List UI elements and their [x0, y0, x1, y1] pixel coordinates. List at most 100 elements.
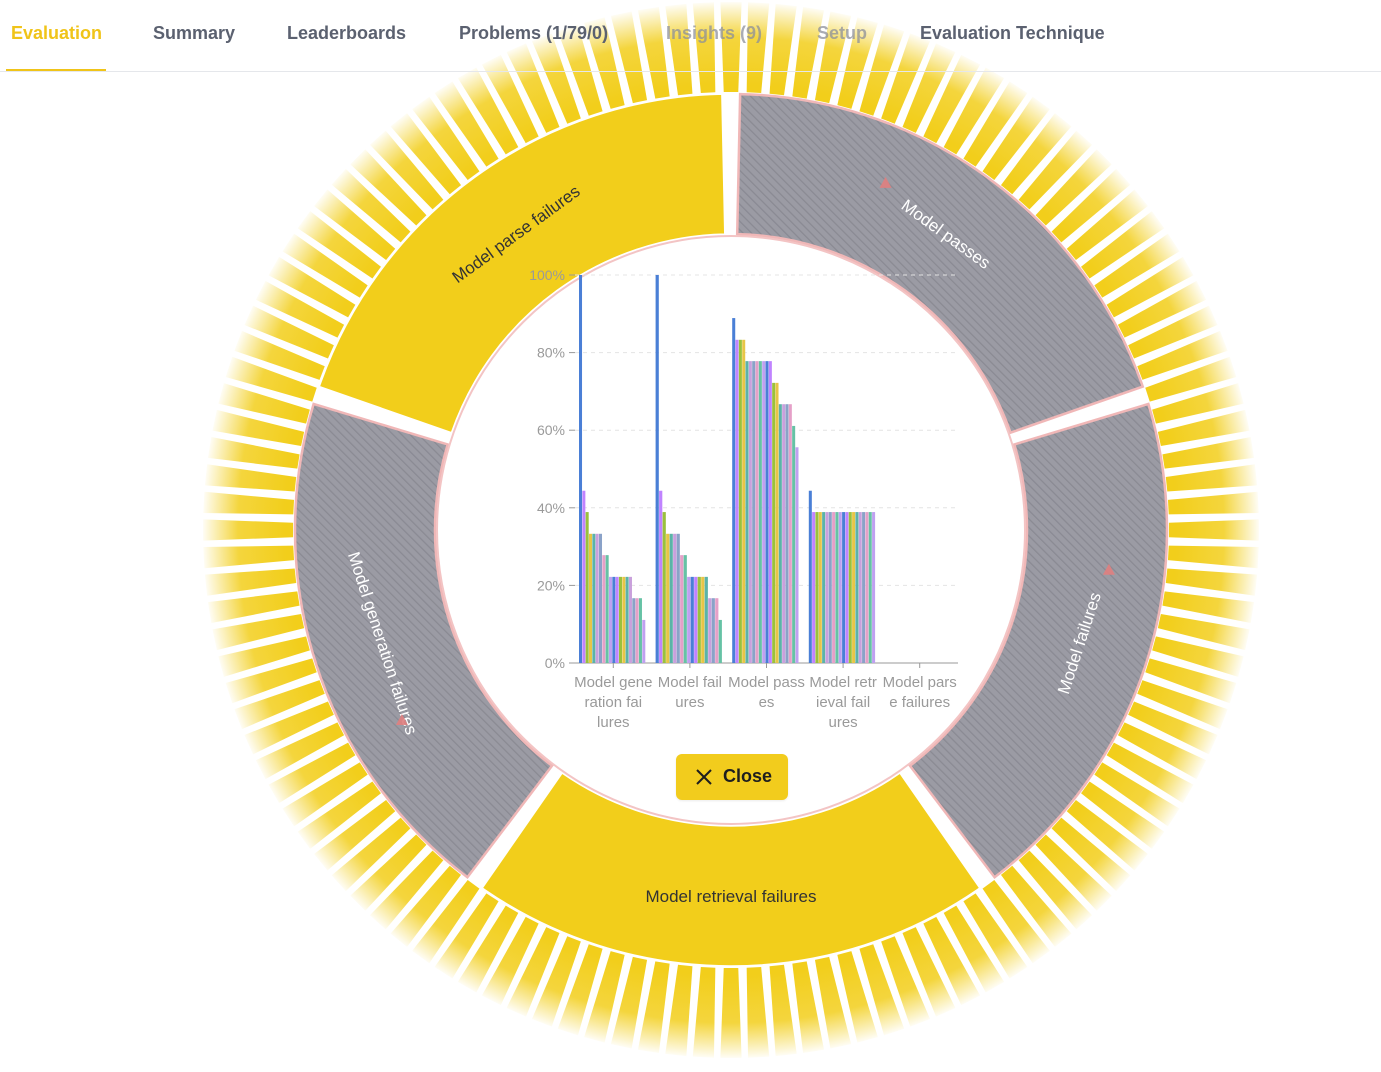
- ring-ray: [1066, 799, 1148, 871]
- ring-segment[interactable]: [908, 402, 1169, 880]
- ring-ray: [1066, 189, 1148, 261]
- chart-bar: [585, 512, 589, 663]
- chart-bar: [625, 576, 629, 663]
- tab-evaluation[interactable]: Evaluation: [11, 23, 103, 43]
- chart-bar: [842, 512, 846, 663]
- chart-bar: [765, 361, 769, 663]
- ring-ray: [792, 6, 825, 99]
- chart-bar: [715, 598, 719, 663]
- ring-ray: [746, 966, 770, 1058]
- ring-ray: [1035, 149, 1112, 226]
- tab-problems[interactable]: Problems (1/79/0): [459, 23, 609, 43]
- chart-bar: [738, 339, 742, 663]
- chart-bar: [745, 361, 749, 663]
- ring-ray: [1128, 305, 1218, 359]
- ring-ray: [506, 43, 560, 133]
- ring-ray: [457, 67, 519, 155]
- chart-bar: [701, 576, 705, 663]
- ring-ray: [297, 211, 381, 279]
- chart-bar: [785, 404, 789, 663]
- chart-bar: [768, 361, 772, 663]
- ring-segment[interactable]: [735, 92, 1145, 435]
- ring-ray: [1094, 762, 1180, 827]
- tab-setup[interactable]: Setup: [817, 23, 868, 43]
- ring-ray: [584, 17, 625, 109]
- chart-bar: [662, 512, 666, 663]
- ring-ray: [234, 330, 325, 380]
- chart-bar: [832, 512, 836, 663]
- ring-segment[interactable]: [318, 93, 726, 434]
- ring-ray: [207, 436, 300, 469]
- x-tick-label: es: [759, 694, 775, 711]
- y-tick-label: 60%: [537, 422, 565, 438]
- tab-insights[interactable]: Insights (9): [666, 23, 763, 43]
- y-tick-label: 80%: [537, 345, 565, 361]
- ring-ray: [234, 680, 325, 730]
- chart-bar: [868, 512, 872, 663]
- close-button[interactable]: Close: [676, 754, 788, 800]
- tab-evaluation-technique[interactable]: Evaluation Technique: [920, 23, 1105, 43]
- ring-ray: [506, 927, 560, 1017]
- x-tick-label: Model fail: [658, 674, 722, 691]
- ring-segment[interactable]: [481, 772, 981, 967]
- segment-marker-icon: [395, 714, 408, 725]
- ring-ray: [204, 464, 297, 492]
- ring-ray: [881, 936, 931, 1027]
- ring-ray: [203, 519, 294, 541]
- chart-bar: [582, 490, 586, 663]
- chart-bar: [808, 490, 812, 663]
- chart-bar: [711, 598, 715, 663]
- ring-ray: [331, 168, 411, 243]
- ring-ray: [923, 54, 981, 144]
- ring-ray: [746, 2, 770, 94]
- ring-segments: [293, 92, 1169, 967]
- ring-ray: [720, 967, 742, 1058]
- ring-segment-label: Model retrieval failures: [645, 887, 816, 906]
- chart-bar: [632, 598, 636, 663]
- ring-ray: [390, 865, 462, 947]
- x-tick-label: ures: [829, 714, 858, 731]
- ring-ray: [225, 356, 317, 402]
- ring-ray: [481, 916, 539, 1006]
- ring-ray: [531, 33, 581, 124]
- chart-bar: [708, 598, 712, 663]
- chart-bar: [772, 382, 776, 663]
- x-tick-label: lures: [597, 714, 630, 731]
- chart-bar: [718, 619, 722, 663]
- ring-ray: [212, 409, 305, 447]
- ring-ray: [665, 3, 693, 96]
- ring-ray: [1165, 568, 1258, 596]
- ring-ray: [434, 81, 499, 167]
- ring-ray: [204, 568, 297, 596]
- tab-leaderboards[interactable]: Leaderboards: [287, 23, 407, 43]
- chart-bar: [608, 576, 612, 663]
- ring-ray: [1167, 491, 1259, 515]
- ring-ray: [1117, 280, 1207, 338]
- ring-ray: [1137, 330, 1228, 380]
- ring-ray: [531, 936, 581, 1027]
- chart-bar: [835, 512, 839, 663]
- tab-summary[interactable]: Summary: [153, 23, 236, 43]
- ring-ray: [481, 54, 539, 144]
- ring-ray: [1152, 383, 1244, 424]
- ring-ray: [212, 613, 305, 651]
- x-tick-label: ures: [675, 694, 704, 711]
- ring-ray: [982, 96, 1050, 180]
- ring-ray: [1094, 233, 1180, 298]
- y-tick-label: 20%: [537, 577, 565, 593]
- ring-ray: [1145, 658, 1237, 704]
- chart-bar: [579, 275, 583, 663]
- ring-rays: [203, 2, 1259, 1058]
- ring-segment[interactable]: [293, 402, 554, 880]
- ring-ray: [963, 893, 1028, 979]
- chart-bar: [690, 576, 694, 663]
- chart-bar: [598, 533, 603, 663]
- ring-ray: [1137, 680, 1228, 730]
- ring-ray: [1051, 168, 1131, 243]
- chart-bar: [845, 512, 849, 663]
- chart-bar: [595, 533, 599, 663]
- ring-ray: [902, 927, 956, 1017]
- x-tick-label: Model gene: [574, 674, 652, 691]
- chart-bar: [602, 555, 606, 663]
